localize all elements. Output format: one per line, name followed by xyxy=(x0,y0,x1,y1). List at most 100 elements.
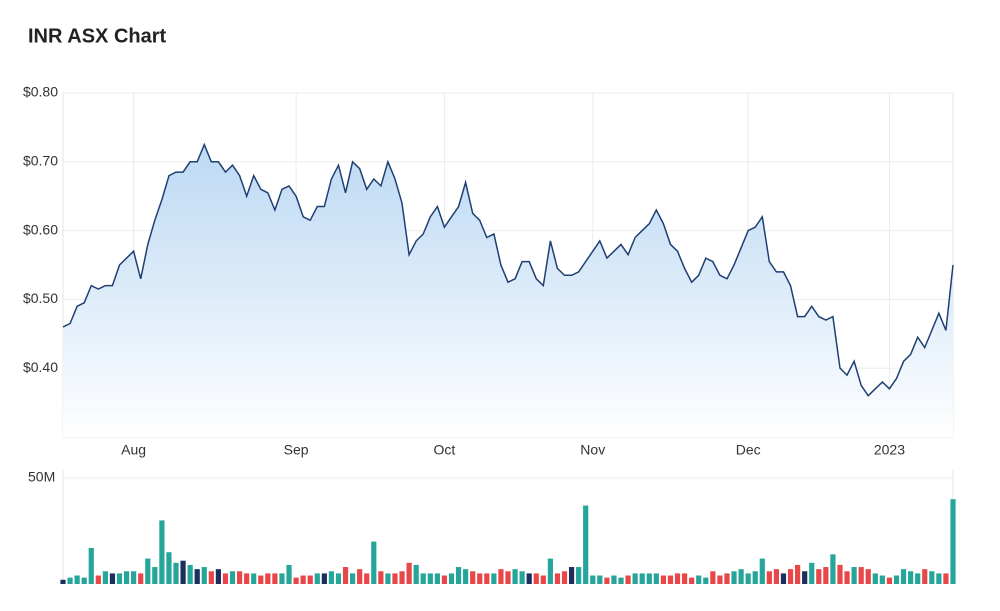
volume-bar xyxy=(102,571,108,584)
volume-bar xyxy=(342,567,349,584)
volume-bar xyxy=(300,575,306,584)
volume-bar xyxy=(448,573,455,584)
volume-bar xyxy=(802,571,808,584)
volume-bar xyxy=(703,577,709,584)
volume-bar xyxy=(922,569,928,584)
volume-bar xyxy=(653,573,659,584)
volume-bar xyxy=(787,569,794,584)
volume-bar xyxy=(576,567,582,584)
price-area xyxy=(63,144,953,437)
volume-bar xyxy=(900,569,907,584)
x-tick-label: 2023 xyxy=(874,442,905,458)
volume-bar xyxy=(908,571,914,584)
volume-bar xyxy=(915,573,921,584)
volume-bar xyxy=(611,575,617,584)
volume-bar xyxy=(886,577,893,584)
volume-bar xyxy=(222,573,229,584)
x-tick-label: Oct xyxy=(434,442,456,458)
volume-bar xyxy=(865,569,871,584)
volume-bar xyxy=(710,571,716,584)
volume-bar xyxy=(893,575,900,584)
volume-bar xyxy=(335,573,342,584)
volume-bar xyxy=(180,560,186,584)
volume-bar xyxy=(809,562,815,584)
volume-bar xyxy=(491,573,497,584)
volume-bar xyxy=(795,564,801,584)
volume-bar xyxy=(413,564,419,584)
volume-bar xyxy=(540,575,546,584)
volume-bar xyxy=(371,541,377,584)
volume-bar xyxy=(392,573,398,584)
y-tick-label: $0.40 xyxy=(23,359,58,375)
volume-bar xyxy=(420,573,426,584)
volume-bar xyxy=(251,573,257,584)
volume-bar xyxy=(632,573,638,584)
volume-bar xyxy=(109,573,116,584)
y-tick-label: $0.70 xyxy=(23,153,58,169)
volume-bar xyxy=(434,573,440,584)
volume-bar xyxy=(60,579,66,584)
volume-bar xyxy=(159,520,165,584)
volume-bar xyxy=(208,571,214,584)
volume-bar xyxy=(145,558,151,584)
volume-bar xyxy=(936,573,942,584)
volume-bar xyxy=(780,573,787,584)
volume-bar xyxy=(498,569,504,584)
volume-bar xyxy=(561,571,568,584)
volume-bar xyxy=(625,575,631,584)
volume-bar xyxy=(547,558,553,584)
volume-bar xyxy=(943,573,949,584)
volume-bar xyxy=(463,569,469,584)
volume-bar xyxy=(766,571,772,584)
volume-bar xyxy=(194,569,200,584)
volume-bar xyxy=(519,571,525,584)
volume-bar xyxy=(229,571,236,584)
x-tick-label: Sep xyxy=(284,442,309,458)
volume-bar xyxy=(173,562,179,584)
volume-bar xyxy=(858,567,864,584)
volume-bar xyxy=(272,573,278,584)
volume-bar xyxy=(81,577,87,584)
volume-bar xyxy=(583,505,589,584)
volume-bar xyxy=(512,569,518,584)
volume-bar xyxy=(441,575,448,584)
volume-bar xyxy=(554,573,561,584)
volume-bar xyxy=(215,569,221,584)
volume-bar xyxy=(328,571,335,584)
volume-bar xyxy=(74,575,80,584)
volume-bar xyxy=(752,571,758,584)
chart-title: INR ASX Chart xyxy=(28,25,167,47)
x-tick-label: Aug xyxy=(121,442,146,458)
volume-bar xyxy=(646,573,652,584)
volume-bar xyxy=(667,575,674,584)
volume-bar xyxy=(477,573,483,584)
volume-bar xyxy=(717,575,723,584)
volume-bar xyxy=(745,573,751,584)
volume-bar xyxy=(314,573,320,584)
volume-bar xyxy=(265,573,271,584)
volume-bar xyxy=(639,573,645,584)
volume-bar xyxy=(236,571,243,584)
volume-bar xyxy=(364,573,370,584)
volume-bar xyxy=(321,573,327,584)
volume-bar xyxy=(773,569,780,584)
volume-bar xyxy=(505,571,511,584)
volume-bar xyxy=(533,573,539,584)
volume-bar xyxy=(879,575,885,584)
volume-bar xyxy=(674,573,681,584)
volume-bar xyxy=(166,552,172,584)
volume-bar xyxy=(399,571,405,584)
volume-bar xyxy=(823,567,829,584)
y-tick-label: 50M xyxy=(28,469,55,485)
volume-bar xyxy=(350,573,356,584)
volume-bar xyxy=(816,569,822,584)
volume-bar xyxy=(696,575,702,584)
y-tick-label: $0.50 xyxy=(23,290,58,306)
volume-bar xyxy=(95,575,101,584)
volume-bar xyxy=(950,499,956,584)
volume-bar xyxy=(138,573,144,584)
volume-bar xyxy=(526,573,532,584)
volume-bar xyxy=(123,571,130,584)
y-tick-label: $0.80 xyxy=(23,84,58,100)
